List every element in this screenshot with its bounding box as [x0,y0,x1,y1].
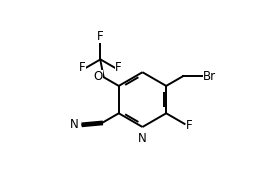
Text: O: O [93,70,103,83]
Text: F: F [79,61,86,74]
Text: Br: Br [203,70,216,83]
Text: F: F [115,61,122,74]
Text: F: F [186,119,193,132]
Text: N: N [138,132,147,145]
Text: F: F [97,30,104,43]
Text: N: N [70,118,79,131]
